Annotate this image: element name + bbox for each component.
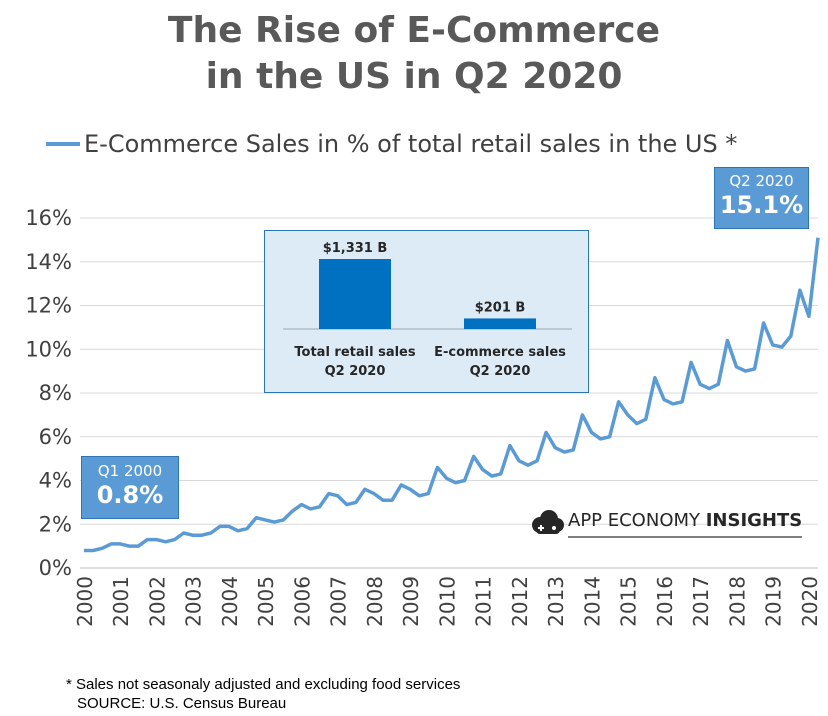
y-tick-label: 2% (39, 512, 72, 536)
x-tick-label: 2019 (762, 576, 786, 627)
callout-start-value: 0.8% (96, 481, 164, 509)
legend: E-Commerce Sales in % of total retail sa… (46, 124, 737, 164)
series-group (84, 237, 820, 553)
callout-end-label: Q2 2020 (729, 172, 794, 190)
y-tick-label: 4% (39, 469, 72, 493)
inset-category-total-line1: Total retail sales (294, 345, 416, 360)
series-line (84, 237, 820, 553)
x-tick-label: 2014 (580, 576, 604, 627)
brand-name-bold: INSIGHTS (705, 510, 803, 531)
inset-value-label: $201 B (475, 300, 526, 315)
brand-name-regular: APP ECONOMY (568, 510, 706, 531)
x-tick-label: 2013 (544, 576, 568, 627)
legend-swatch (46, 142, 80, 146)
brand-underline (568, 536, 802, 538)
x-tick-label: 2011 (472, 576, 496, 627)
x-tick-label: 2003 (182, 576, 206, 627)
y-tick-label: 0% (39, 556, 72, 580)
x-tick-label: 2018 (725, 576, 749, 627)
x-axis-ticks: 2000 2001 2002 2003 2004 2005 2006 2007 2008 2009… (73, 576, 822, 627)
callout-start: Q1 2000 0.8% (81, 456, 179, 519)
brand-logo: APP ECONOMY INSIGHTS (528, 508, 802, 538)
x-tick-label: 2008 (363, 576, 387, 627)
x-tick-label: 2020 (798, 576, 822, 627)
x-tick-label: 2004 (218, 576, 242, 627)
chart-title-line1: The Rise of E-Commerce (167, 10, 661, 51)
y-tick-label: 16% (25, 206, 72, 230)
legend-label: E-Commerce Sales in % of total retail sa… (84, 130, 738, 158)
y-tick-label: 14% (25, 250, 72, 274)
cloud-gamepad-icon (532, 510, 564, 534)
inset-bar (319, 259, 391, 329)
y-tick-label: 12% (25, 294, 72, 318)
callout-end-value: 15.1% (719, 191, 804, 219)
x-tick-label: 2010 (435, 576, 459, 627)
inset-bar-chart: $1,331 B $201 B Total retail sales Q2 202… (264, 230, 589, 393)
x-tick-label: 2005 (254, 576, 278, 627)
inset-plot: $1,331 B $201 B (283, 241, 572, 330)
callout-end: Q2 2020 15.1% (714, 167, 809, 229)
y-tick-label: 10% (25, 337, 72, 361)
inset-category-total-line2: Q2 2020 (324, 364, 386, 379)
callout-start-label: Q1 2000 (97, 462, 163, 480)
footnote: * Sales not seasonaly adjusted and exclu… (66, 675, 460, 713)
x-tick-label: 2017 (689, 576, 713, 627)
x-tick-label: 2006 (290, 576, 314, 627)
x-tick-label: 2001 (109, 576, 133, 627)
y-axis-ticks: 0% 2% 4% 6% 8% 10% 12% 14% 16% (25, 206, 72, 580)
inset-category-ecommerce-line2: Q2 2020 (469, 364, 531, 379)
inset-category-ecommerce: E-commerce sales Q2 2020 (425, 343, 575, 381)
y-tick-label: 8% (39, 381, 72, 405)
inset-value-label: $1,331 B (323, 241, 388, 256)
x-tick-label: 2015 (617, 576, 641, 627)
inset-bar (464, 318, 536, 329)
y-tick-label: 6% (39, 425, 72, 449)
inset-category-ecommerce-line1: E-commerce sales (434, 345, 566, 360)
gridlines (80, 217, 818, 569)
brand-name: APP ECONOMY INSIGHTS (568, 510, 802, 531)
x-tick-label: 2000 (73, 576, 97, 627)
footnote-source: SOURCE: U.S. Census Bureau (77, 695, 287, 712)
x-tick-label: 2007 (327, 576, 351, 627)
x-tick-label: 2002 (145, 576, 169, 627)
x-tick-label: 2009 (399, 576, 423, 627)
x-tick-label: 2016 (653, 576, 677, 627)
inset-category-total: Total retail sales Q2 2020 (280, 343, 430, 381)
x-tick-label: 2012 (508, 576, 532, 627)
chart-title-line2: in the US in Q2 2020 (205, 56, 623, 97)
chart-title: The Rise of E-Commerce in the US in Q2 2… (0, 8, 828, 100)
footnote-note: * Sales not seasonaly adjusted and exclu… (66, 676, 461, 693)
